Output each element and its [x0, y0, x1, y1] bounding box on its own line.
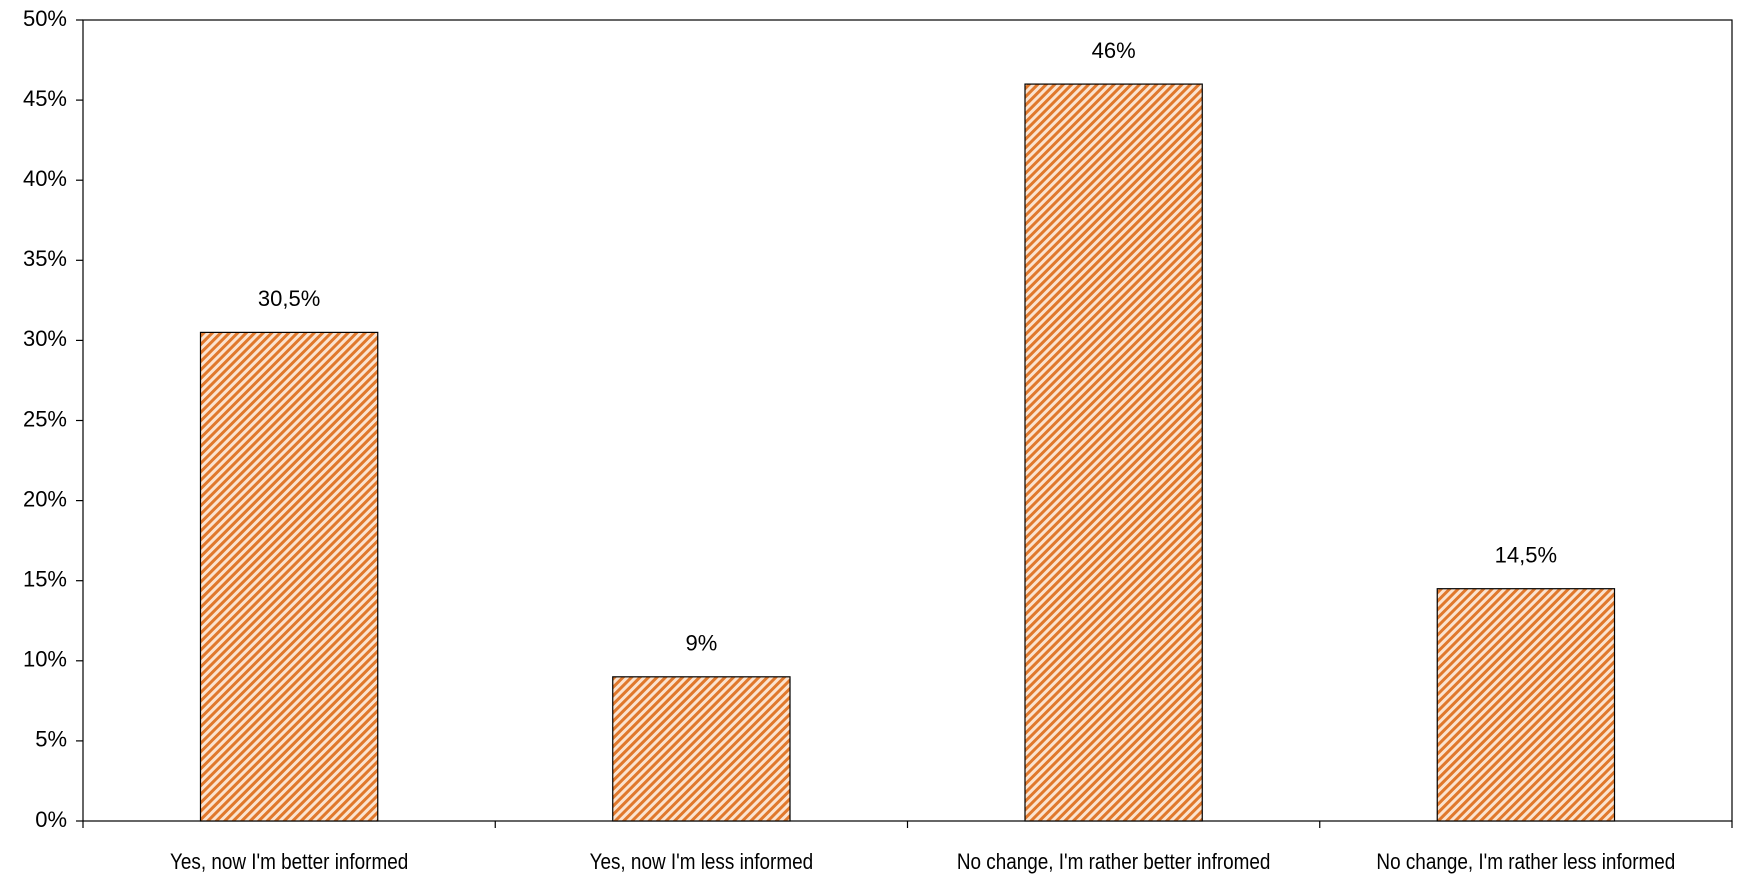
- value-label: 46%: [1092, 38, 1136, 63]
- y-tick-label: 35%: [23, 246, 67, 271]
- y-tick-label: 50%: [23, 6, 67, 31]
- y-tick-label: 45%: [23, 86, 67, 111]
- y-tick-label: 30%: [23, 326, 67, 351]
- x-tick-label: Yes, now I'm better informed: [170, 850, 408, 875]
- bar: [1436, 588, 1616, 822]
- y-tick-label: 5%: [35, 727, 67, 752]
- y-tick-label: 10%: [23, 647, 67, 672]
- bar: [1024, 83, 1203, 822]
- bar: [612, 676, 791, 822]
- x-tick-label: No change, I'm rather better infromed: [957, 850, 1271, 875]
- x-tick-label: Yes, now I'm less informed: [590, 850, 814, 875]
- y-tick-label: 25%: [23, 406, 67, 431]
- x-tick-label: No change, I'm rather less informed: [1376, 850, 1675, 875]
- bar: [199, 331, 379, 822]
- y-tick-label: 0%: [35, 807, 67, 832]
- y-tick-label: 40%: [23, 166, 67, 191]
- y-tick-label: 15%: [23, 567, 67, 592]
- y-tick-label: 20%: [23, 486, 67, 511]
- value-label: 14,5%: [1495, 543, 1557, 568]
- value-label: 30,5%: [258, 286, 320, 311]
- value-label: 9%: [685, 631, 717, 656]
